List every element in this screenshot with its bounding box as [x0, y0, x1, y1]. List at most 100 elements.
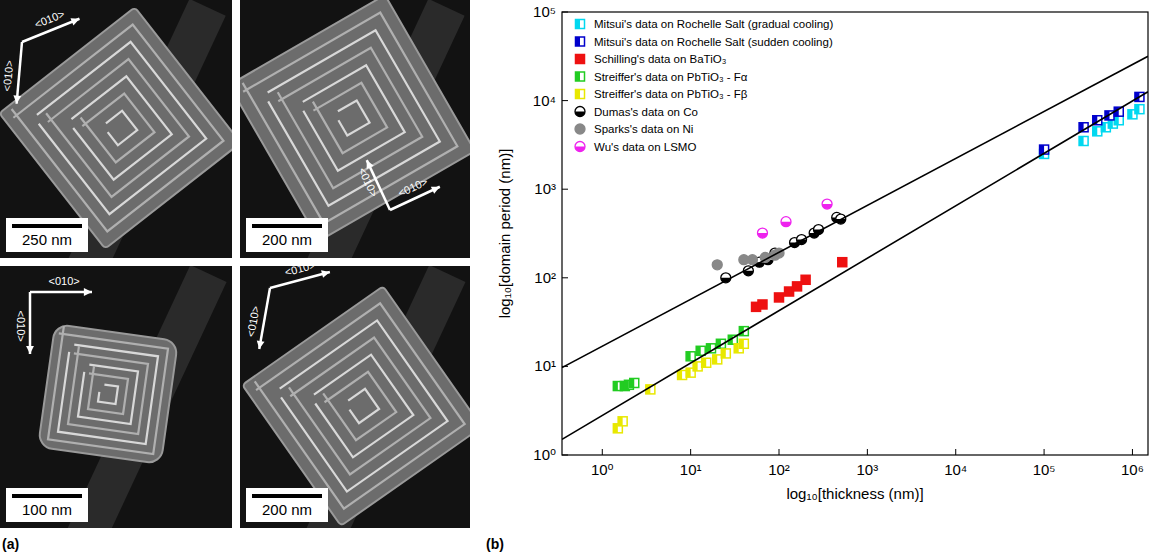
marker-outline — [575, 124, 585, 134]
arrow-head — [71, 18, 80, 25]
marker-outline — [576, 20, 585, 29]
scale-bar-label: 200 nm — [262, 501, 312, 518]
domain-stripe — [239, 6, 457, 226]
marker-fill — [576, 37, 581, 46]
marker-fill — [576, 20, 581, 29]
marker-outline — [838, 258, 847, 267]
data-point — [757, 228, 767, 238]
domain-stripe — [299, 65, 404, 170]
domain-stripe — [276, 320, 447, 491]
figure: <010><010>250 nm<010><010>200 nm<010><01… — [0, 0, 1172, 556]
data-point — [696, 346, 705, 355]
legend-marker — [576, 72, 585, 81]
marker-outline — [575, 107, 585, 117]
domain-stripe — [8, 18, 223, 234]
scale-bar-label: 250 nm — [22, 231, 72, 248]
fit-line — [562, 56, 1148, 367]
marker-outline — [739, 339, 748, 348]
domain-stripe — [334, 100, 369, 135]
crystal — [242, 286, 482, 526]
marker-fill — [1040, 145, 1045, 154]
plot-frame — [562, 12, 1148, 455]
panel-label: (b) — [486, 536, 504, 552]
legend-marker — [576, 55, 585, 64]
scale-bar — [252, 494, 322, 498]
direction-label: <010> — [396, 175, 429, 199]
legend-marker — [575, 142, 585, 152]
marker-outline — [576, 90, 585, 99]
marker-fill — [739, 339, 744, 348]
data-point — [702, 358, 711, 367]
y-tick — [562, 189, 568, 190]
data-point — [630, 378, 639, 387]
marker-fill — [678, 370, 683, 379]
crystal — [38, 324, 178, 464]
x-tick-label: 10¹ — [680, 461, 702, 478]
legend-label: Mitsui's data on Rochelle Salt (gradual … — [594, 18, 834, 30]
marker-fill — [686, 352, 691, 361]
marker-outline — [630, 378, 639, 387]
marker-fill — [1128, 110, 1133, 119]
domain-stripe — [309, 76, 387, 155]
y-tick-label: 10⁵ — [533, 3, 556, 20]
scale-bar-box — [246, 488, 328, 522]
x-tick-label: 10⁰ — [591, 461, 614, 478]
marker-outline — [781, 217, 791, 227]
domain-stripe — [274, 41, 422, 190]
marker-outline — [1135, 105, 1144, 114]
data-point — [618, 417, 627, 426]
data-point — [1093, 127, 1102, 136]
scale-bar-label: 200 nm — [262, 231, 312, 248]
marker-fill — [1114, 116, 1119, 125]
legend-label: Streiffer's data on PbTiO₃ - Fβ — [594, 88, 748, 100]
legend-marker — [576, 20, 585, 29]
marker-outline — [712, 260, 722, 270]
domain-stripe — [345, 389, 379, 423]
y-tick-label: 10² — [534, 269, 556, 286]
marker-outline — [822, 199, 832, 209]
marker-outline — [721, 349, 730, 358]
x-tick — [955, 449, 956, 455]
marker-fill — [781, 222, 791, 227]
y-tick — [562, 100, 568, 101]
marker-outline — [678, 370, 687, 379]
marker-fill — [713, 355, 718, 364]
fit-line — [562, 92, 1148, 440]
marker-fill — [618, 417, 623, 426]
x-tick — [602, 449, 603, 455]
x-axis-title: log₁₀[thickness (nm)] — [786, 485, 923, 502]
y-tick — [562, 277, 568, 278]
marker-fill — [734, 344, 739, 353]
scale-bar-box — [6, 218, 88, 252]
micrograph: <010><010>200 nm — [229, 0, 475, 286]
data-point — [693, 362, 702, 371]
data-point — [678, 370, 687, 379]
direction-label: <010> — [244, 305, 261, 338]
marker-outline — [575, 142, 585, 152]
crystal — [0, 7, 241, 248]
scale-bar — [252, 224, 322, 228]
marker-outline — [801, 275, 810, 284]
domain-stripe — [103, 111, 137, 145]
crystal-body — [229, 0, 475, 241]
marker-outline — [1114, 116, 1123, 125]
legend-marker — [576, 90, 585, 99]
domain-stripe — [68, 76, 171, 179]
direction-arrow — [30, 291, 92, 294]
domain-stripe — [78, 364, 138, 424]
data-point — [747, 255, 757, 265]
crystal — [229, 0, 475, 241]
data-point — [838, 258, 847, 267]
marker-fill — [630, 378, 635, 387]
marker-outline — [693, 362, 702, 371]
x-tick — [1132, 449, 1133, 455]
data-point — [822, 199, 832, 209]
domain-stripe — [64, 346, 149, 435]
marker-fill — [575, 112, 585, 117]
domain-stripe — [251, 297, 464, 511]
marker-fill — [575, 147, 585, 152]
arrow-head — [321, 270, 330, 278]
plot-marks — [562, 56, 1148, 439]
legend-label: Streiffer's data on PbTiO₃ - Fα — [594, 71, 748, 83]
scale-bar — [12, 494, 82, 498]
